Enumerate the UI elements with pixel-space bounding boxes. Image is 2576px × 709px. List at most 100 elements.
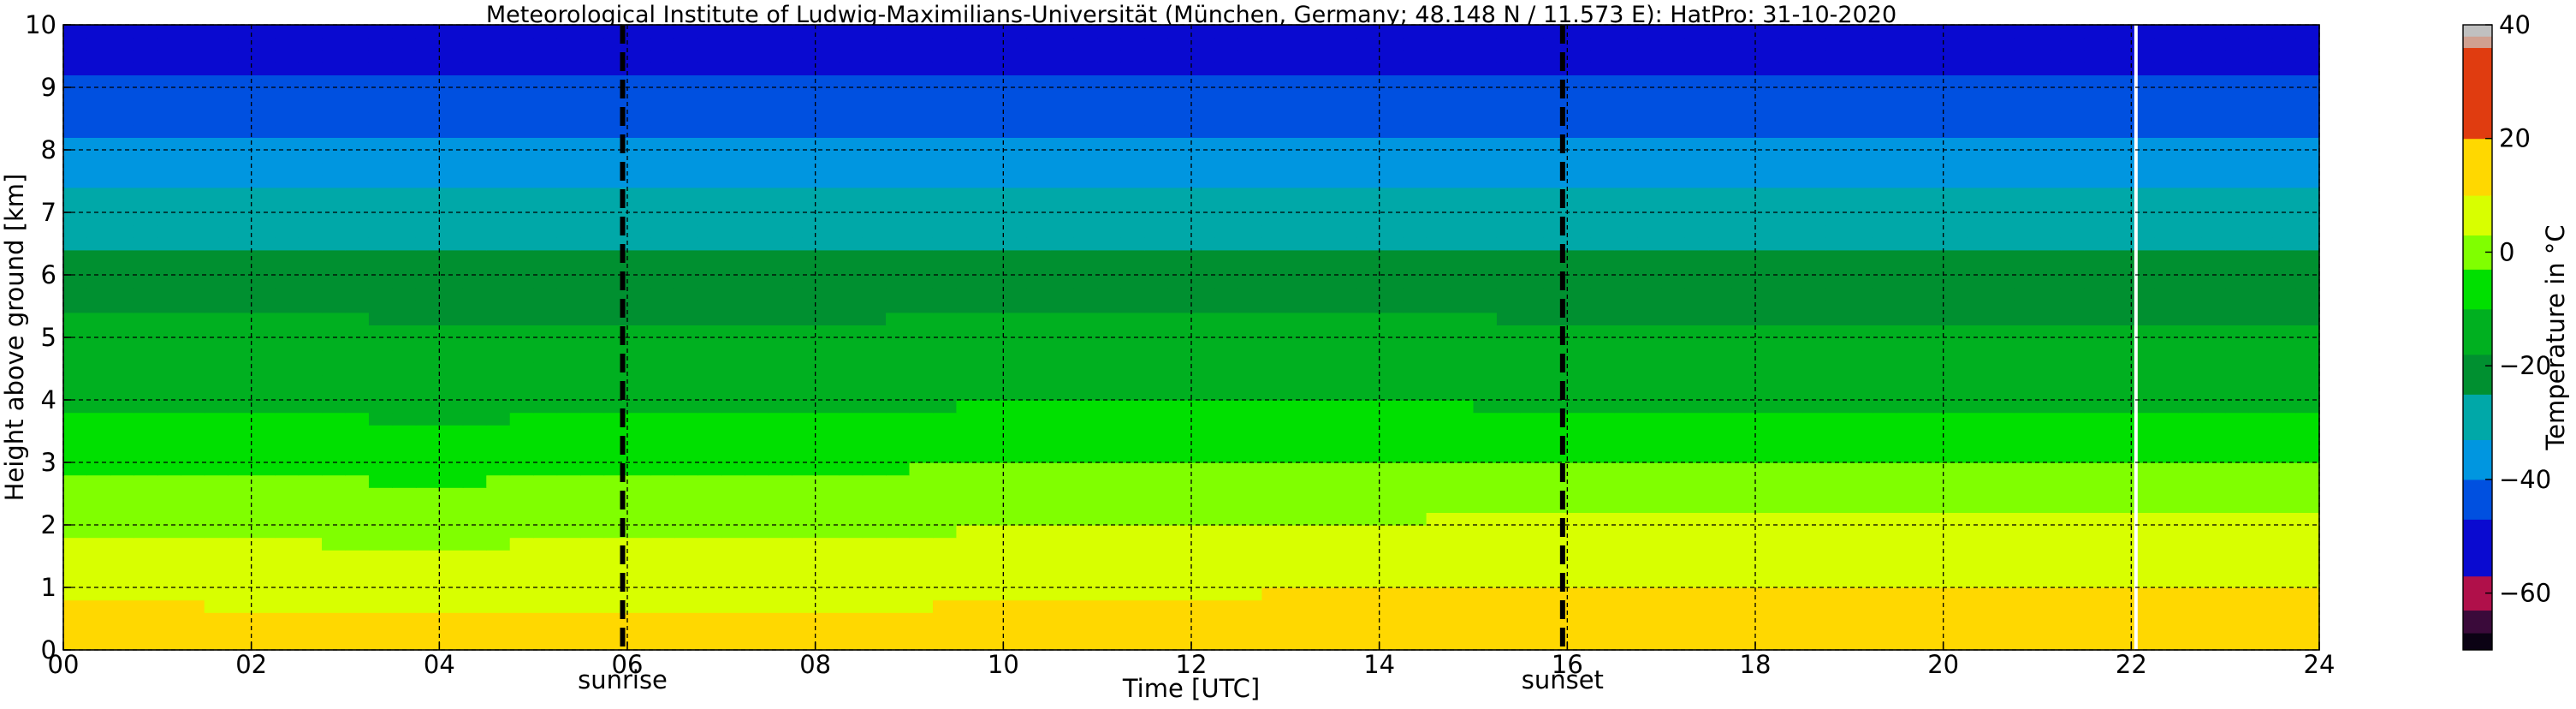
heatmap-cell xyxy=(110,150,134,164)
heatmap-cell xyxy=(1050,175,1075,188)
heatmap-cell xyxy=(1285,124,1309,138)
heatmap-cell xyxy=(415,162,440,176)
heatmap-cell xyxy=(533,212,558,226)
heatmap-cell xyxy=(1496,587,1522,601)
heatmap-cell xyxy=(415,224,440,238)
heatmap-cell xyxy=(1990,62,2015,75)
heatmap-cell xyxy=(1191,637,1216,651)
heatmap-cell xyxy=(1120,612,1145,626)
heatmap-cell xyxy=(2107,187,2132,200)
heatmap-cell xyxy=(134,487,158,501)
heatmap-cell xyxy=(134,337,158,351)
heatmap-cell xyxy=(157,74,181,88)
heatmap-cell xyxy=(439,537,464,551)
heatmap-cell xyxy=(1473,487,1498,501)
heatmap-cell xyxy=(533,462,558,476)
heatmap-cell xyxy=(298,150,323,164)
sunset-label: sunset xyxy=(1522,665,1604,694)
x-tick-label: 00 xyxy=(48,650,80,679)
heatmap-cell xyxy=(2060,300,2086,313)
heatmap-cell xyxy=(2225,325,2250,338)
heatmap-cell xyxy=(2272,62,2297,75)
heatmap-cell xyxy=(1261,400,1286,414)
heatmap-cell xyxy=(2272,374,2297,388)
heatmap-cell xyxy=(2295,300,2320,313)
heatmap-cell xyxy=(368,62,394,75)
heatmap-cell xyxy=(2060,512,2086,526)
heatmap-cell xyxy=(439,249,464,263)
heatmap-cell xyxy=(1873,400,1897,414)
heatmap-cell xyxy=(1426,300,1451,313)
heatmap-cell xyxy=(627,624,652,638)
heatmap-cell xyxy=(627,124,652,138)
heatmap-cell xyxy=(1097,275,1122,289)
heatmap-cell xyxy=(2272,562,2297,575)
heatmap-cell xyxy=(1920,224,1944,238)
heatmap-cell xyxy=(1590,87,1615,101)
heatmap-cell xyxy=(2178,187,2203,200)
heatmap-cell xyxy=(2248,224,2273,238)
heatmap-cell xyxy=(909,237,934,251)
heatmap-cell xyxy=(979,587,1004,601)
heatmap-cell xyxy=(462,200,487,213)
heatmap-cell xyxy=(979,99,1004,113)
heatmap-cell xyxy=(1496,187,1522,200)
heatmap-cell xyxy=(792,550,816,563)
heatmap-cell xyxy=(1120,224,1145,238)
heatmap-cell xyxy=(110,187,134,200)
heatmap-cell xyxy=(251,262,276,276)
heatmap-cell xyxy=(1026,275,1051,289)
heatmap-cell xyxy=(1778,462,1803,476)
heatmap-cell xyxy=(392,50,417,63)
heatmap-cell xyxy=(1990,262,2015,276)
heatmap-cell xyxy=(1590,612,1615,626)
heatmap-cell xyxy=(580,525,605,539)
heatmap-cell xyxy=(1873,262,1897,276)
heatmap-cell xyxy=(1990,312,2015,325)
heatmap-cell xyxy=(815,362,840,376)
heatmap-cell xyxy=(839,25,864,39)
heatmap-cell xyxy=(1332,474,1356,488)
heatmap-cell xyxy=(674,200,698,213)
heatmap-cell xyxy=(2272,325,2297,338)
heatmap-cell xyxy=(134,50,158,63)
heatmap-cell xyxy=(1261,62,1286,75)
heatmap-cell xyxy=(815,599,840,613)
heatmap-cell xyxy=(322,150,347,164)
heatmap-cell xyxy=(1825,550,1850,563)
heatmap-cell xyxy=(1285,612,1309,626)
heatmap-cell xyxy=(2248,112,2273,126)
heatmap-cell xyxy=(2084,99,2109,113)
heatmap-cell xyxy=(956,550,981,563)
heatmap-cell xyxy=(815,312,840,325)
heatmap-cell xyxy=(674,87,698,101)
heatmap-cell xyxy=(2201,512,2226,526)
heatmap-cell xyxy=(392,124,417,138)
heatmap-cell xyxy=(157,300,181,313)
heatmap-cell xyxy=(815,387,840,401)
heatmap-cell xyxy=(1708,275,1733,289)
heatmap-cell xyxy=(697,275,722,289)
heatmap-cell xyxy=(1920,349,1944,363)
heatmap-cell xyxy=(1309,349,1333,363)
heatmap-cell xyxy=(1755,400,1780,414)
heatmap-cell xyxy=(1778,400,1803,414)
heatmap-cell xyxy=(1050,387,1075,401)
heatmap-cell xyxy=(1379,150,1404,164)
heatmap-cell xyxy=(1167,337,1192,351)
heatmap-cell xyxy=(1731,575,1756,588)
heatmap-cell xyxy=(768,374,792,388)
heatmap-cell xyxy=(1943,224,1968,238)
heatmap-cell xyxy=(1778,499,1803,513)
heatmap-cell xyxy=(110,162,134,176)
heatmap-cell xyxy=(134,150,158,164)
heatmap-cell xyxy=(2154,300,2179,313)
heatmap-cell xyxy=(298,287,323,301)
heatmap-cell xyxy=(768,150,792,164)
heatmap-cell xyxy=(1661,537,1686,551)
heatmap-cell xyxy=(2201,150,2226,164)
heatmap-cell xyxy=(674,575,698,588)
heatmap-cell xyxy=(1520,587,1545,601)
heatmap-cell xyxy=(1755,287,1780,301)
